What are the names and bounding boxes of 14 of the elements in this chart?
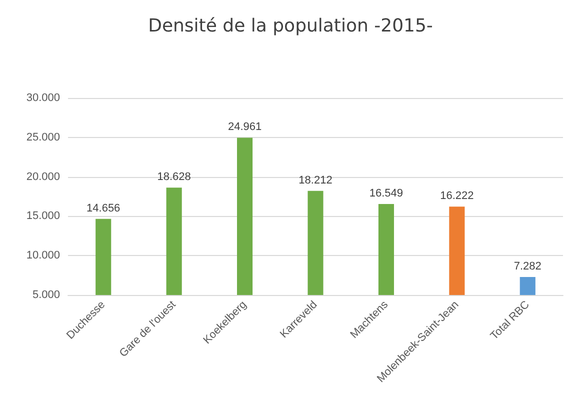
data-label: 16.222 — [440, 190, 474, 202]
data-label: 14.656 — [86, 202, 120, 214]
y-tick-label: 15.000 — [26, 210, 60, 222]
y-tick-label: 20.000 — [26, 170, 60, 183]
data-label: 24.961 — [228, 121, 262, 134]
data-label: 16.549 — [369, 187, 404, 200]
y-tick-label: 10.000 — [26, 250, 60, 262]
data-label: 18.212 — [298, 174, 332, 186]
y-tick-label: 25.000 — [26, 131, 60, 144]
y-tick-label: 30.000 — [26, 92, 60, 104]
data-label: 7.282 — [514, 260, 542, 273]
data-label: 18.628 — [157, 171, 191, 184]
chart-title: Densité de la population -2015- — [148, 16, 433, 36]
y-tick-label: 5.000 — [32, 289, 60, 301]
